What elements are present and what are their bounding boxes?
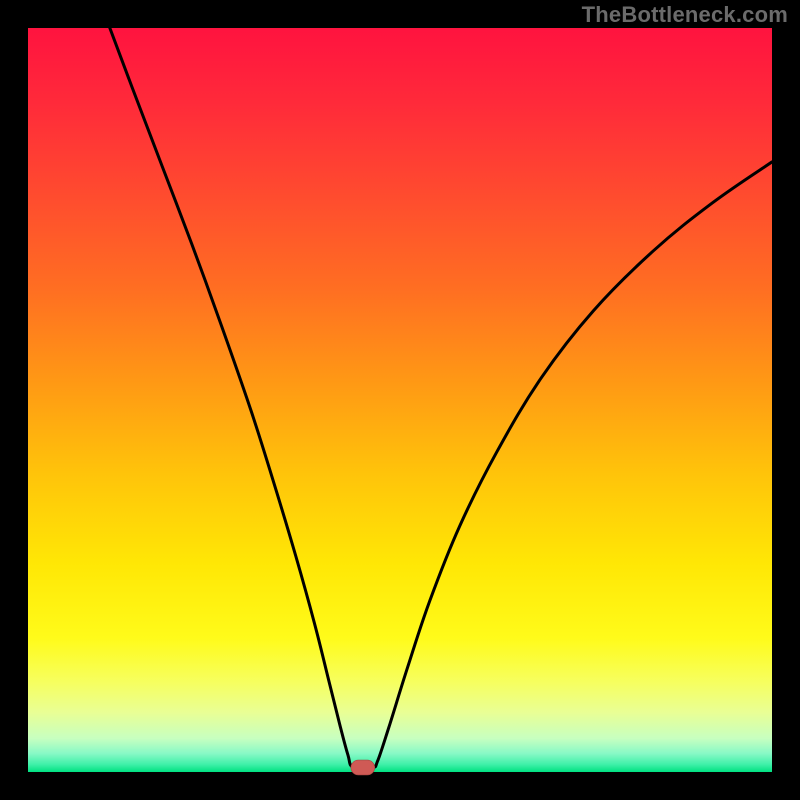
- plot-background: [28, 28, 772, 772]
- optimal-marker: [351, 760, 375, 775]
- bottleneck-chart: [0, 0, 800, 800]
- watermark-text: TheBottleneck.com: [582, 2, 788, 28]
- chart-container: TheBottleneck.com: [0, 0, 800, 800]
